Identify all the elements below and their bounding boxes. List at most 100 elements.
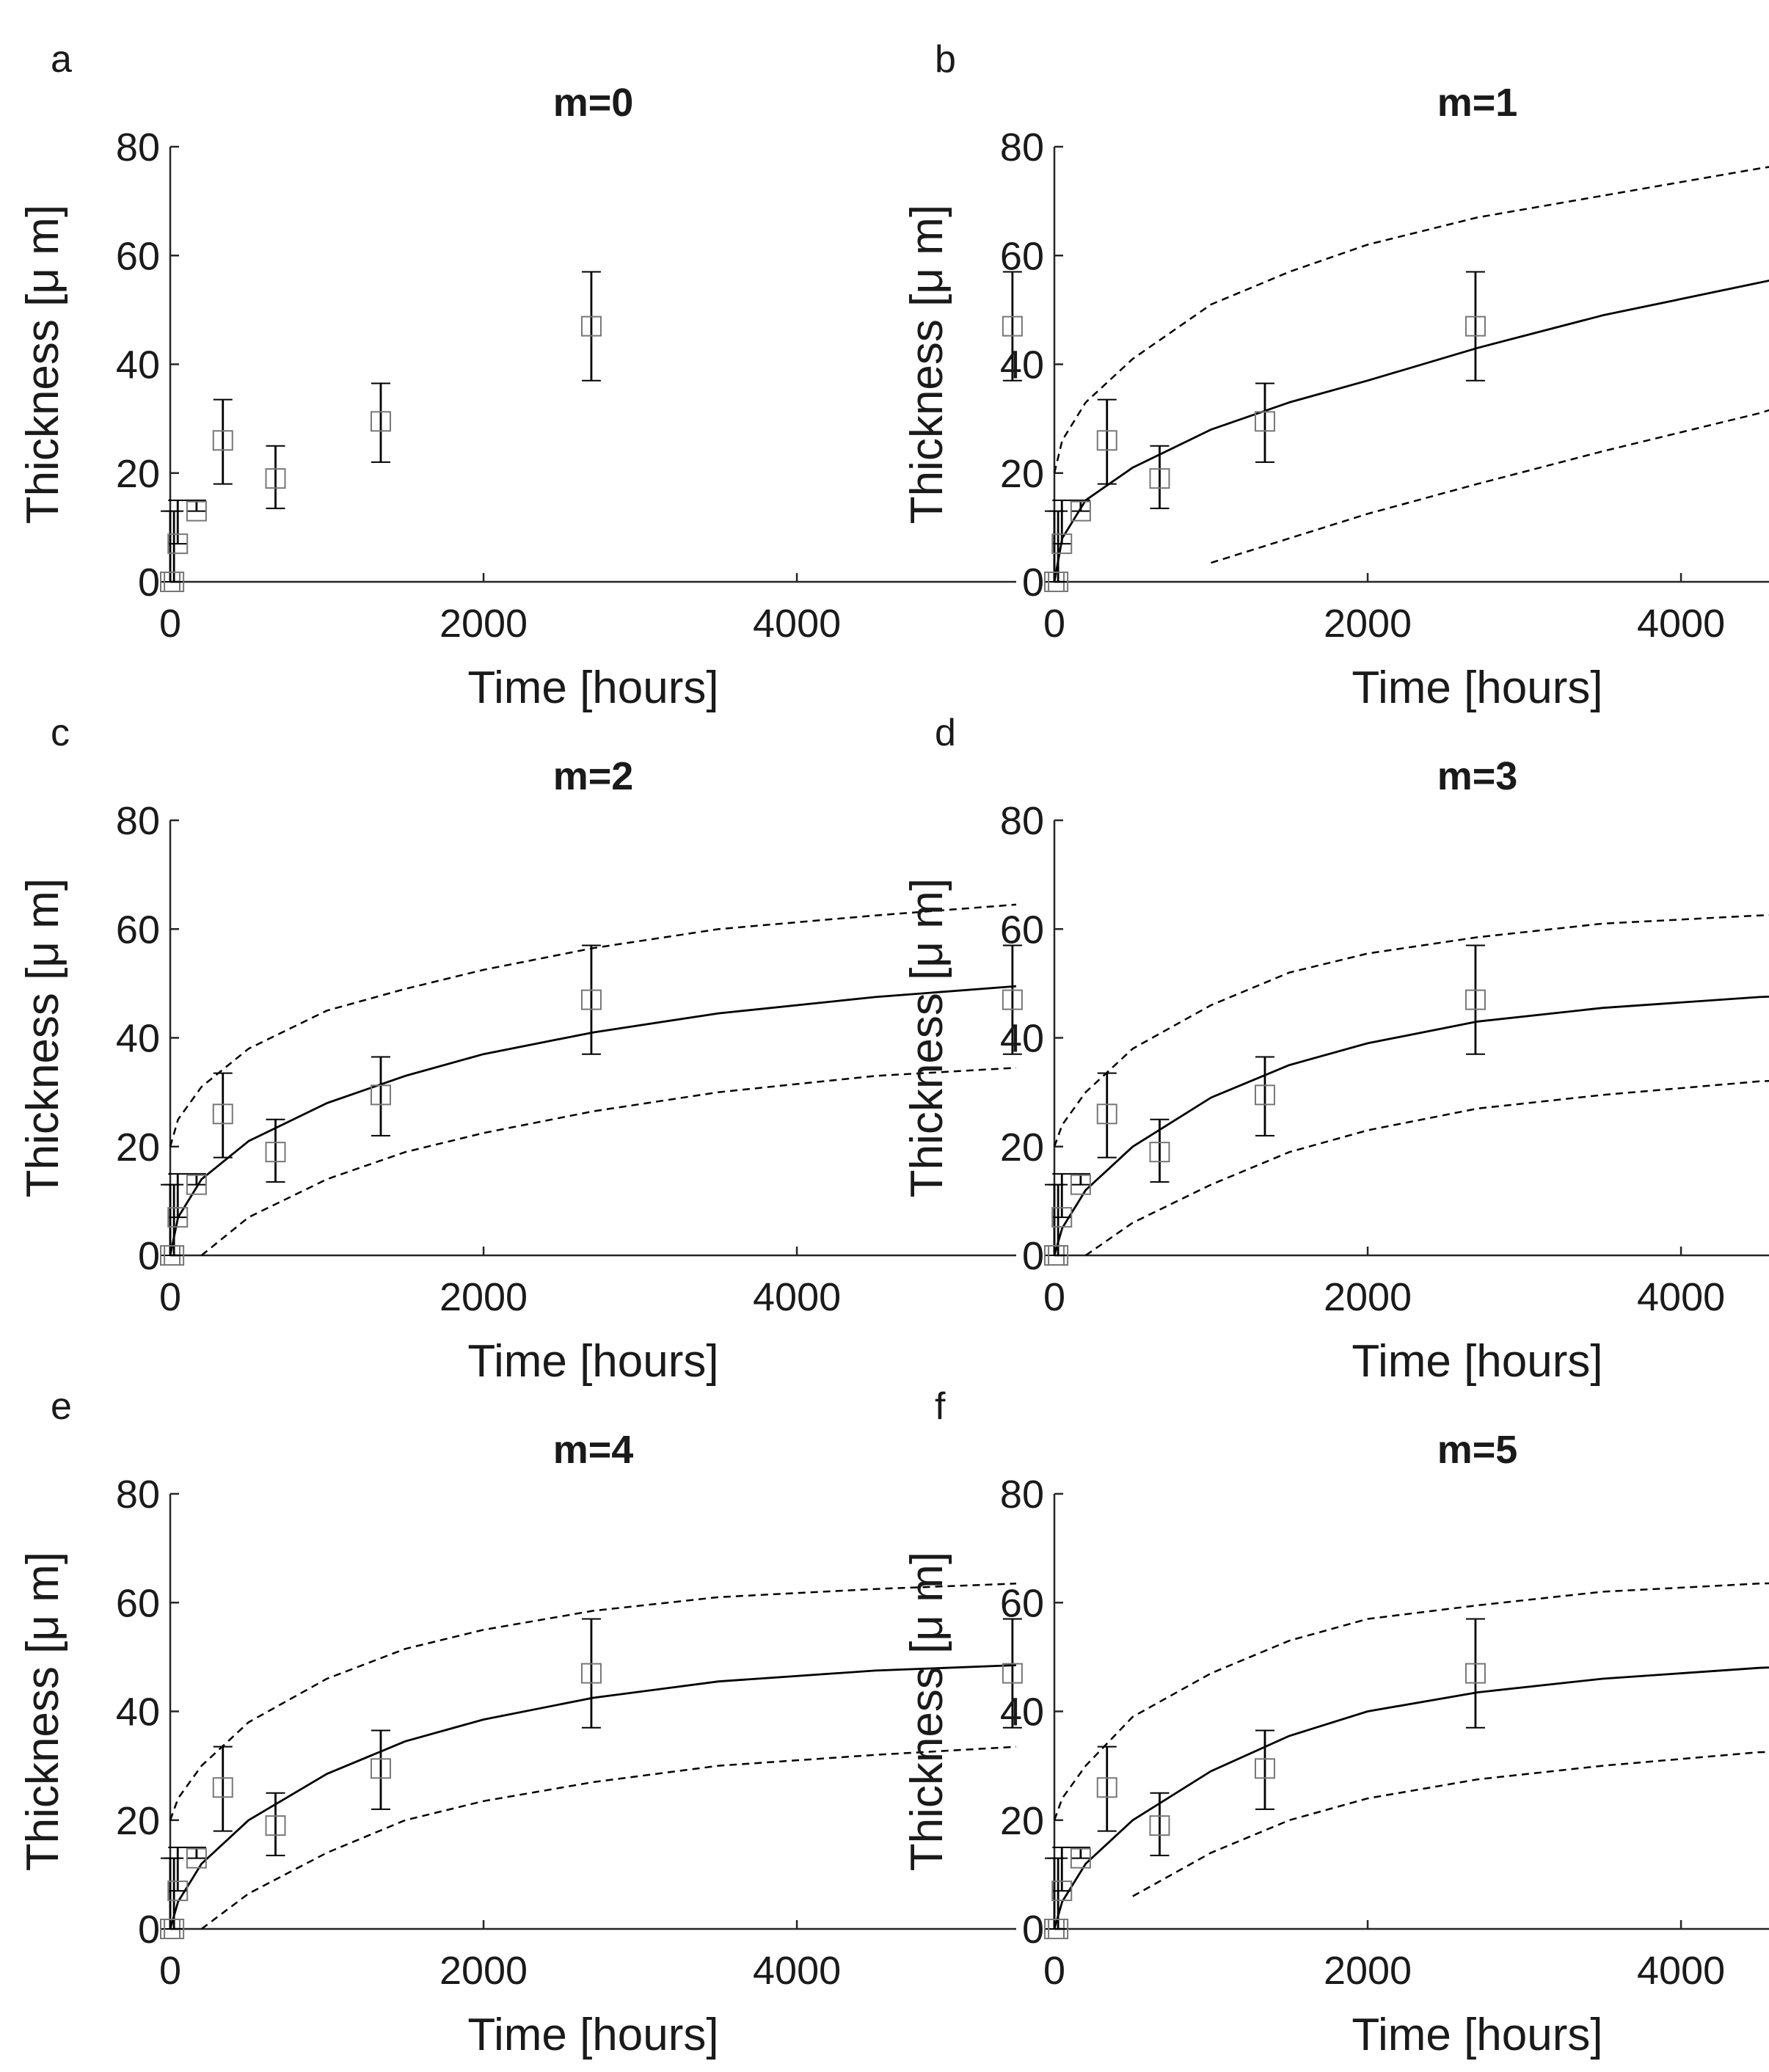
data-point-marker (1254, 1084, 1275, 1106)
y-tick-label: 60 (116, 234, 160, 278)
y-axis-label: Thickness [μ m] (18, 1552, 68, 1871)
y-axis-label: Thickness [μ m] (18, 878, 68, 1197)
fit-lower-bound-line (1211, 409, 1769, 564)
data-point-marker (1051, 533, 1073, 555)
data-point-marker (212, 430, 233, 451)
data-point-marker (164, 1919, 185, 1939)
y-tick-label: 20 (1000, 452, 1044, 496)
y-tick-label: 80 (116, 125, 160, 169)
panel-e: e m=4 0 20 40 60 80 0 2000 4000 Time [hours] Thickn… (18, 1385, 1023, 2060)
fit-mean-line (1053, 280, 1769, 583)
data-point-marker (370, 1758, 391, 1779)
y-tick-label: 20 (116, 452, 160, 496)
data-point-marker (1002, 989, 1023, 1010)
y-tick-label: 60 (1000, 908, 1044, 952)
fit-lower-bound-line (1132, 1751, 1769, 1897)
data-point-marker (167, 1207, 189, 1228)
data-point-marker (1048, 1245, 1069, 1266)
fit-upper-bound-line (169, 903, 1017, 1148)
data-point-marker (1096, 1777, 1117, 1798)
y-tick-label: 80 (1000, 1473, 1044, 1517)
fit-lower-bound-line (200, 1745, 1017, 1930)
y-tick-label: 20 (1000, 1126, 1044, 1170)
panel-b: b m=1 0 20 40 60 80 0 2000 4000 Time [hours] Thickn… (902, 38, 1769, 713)
data-point-marker (164, 572, 185, 592)
data-point-marker (1002, 1663, 1023, 1684)
y-tick-label: 80 (1000, 799, 1044, 843)
panel-letter: c (51, 712, 70, 754)
data-point-marker (1002, 315, 1023, 337)
y-tick-label: 0 (138, 1908, 160, 1952)
y-tick-label: 60 (1000, 234, 1044, 278)
data-point-marker (580, 989, 602, 1010)
x-tick-label: 0 (159, 602, 181, 646)
data-point-marker (1149, 468, 1170, 489)
y-tick-label: 80 (116, 799, 160, 843)
y-axis-label: Thickness [μ m] (902, 878, 952, 1197)
panel-f: f m=5 0 20 40 60 80 0 2000 4000 Time [hours] Thickn… (902, 1385, 1769, 2060)
fit-lower-bound-line (1084, 1080, 1769, 1257)
panel-c: c m=2 0 20 40 60 80 0 2000 4000 Time [hours] Thickn… (18, 712, 1023, 1387)
data-point-marker (1051, 1881, 1073, 1902)
y-tick-label: 40 (116, 1017, 160, 1061)
panel-letter: d (935, 712, 956, 754)
x-tick-label: 2000 (439, 1275, 528, 1319)
y-tick-label: 40 (116, 1690, 160, 1734)
data-point-marker (186, 500, 207, 522)
y-tick-label: 0 (138, 561, 160, 605)
data-point-marker (1096, 430, 1117, 451)
y-tick-label: 0 (1022, 1908, 1044, 1952)
y-tick-label: 20 (116, 1799, 160, 1843)
x-tick-label: 0 (1043, 1949, 1065, 1993)
data-point-marker (1070, 500, 1091, 522)
y-axis-label: Thickness [μ m] (902, 1552, 952, 1871)
data-point-marker (1149, 1815, 1170, 1836)
panel-d: d m=3 0 20 40 60 80 0 2000 4000 Time [hours] Thickn… (902, 712, 1769, 1387)
y-tick-label: 0 (1022, 1234, 1044, 1278)
x-tick-label: 4000 (1637, 602, 1725, 646)
y-tick-label: 60 (1000, 1581, 1044, 1625)
panel-title: m=3 (1437, 754, 1518, 798)
data-point-marker (1070, 1174, 1091, 1195)
data-point-marker (580, 1663, 602, 1684)
x-tick-label: 0 (1043, 602, 1065, 646)
data-point-marker (580, 315, 602, 337)
fit-mean-line (169, 1664, 1017, 1930)
x-tick-label: 4000 (753, 602, 841, 646)
x-tick-label: 4000 (1637, 1275, 1725, 1319)
data-point-marker (1048, 1919, 1069, 1939)
data-point-marker (1465, 1663, 1486, 1684)
data-point-marker (1465, 989, 1486, 1010)
x-tick-label: 2000 (1324, 602, 1412, 646)
panel-title: m=5 (1437, 1428, 1518, 1472)
y-tick-label: 20 (1000, 1799, 1044, 1843)
data-point-marker (186, 1174, 207, 1195)
x-tick-label: 2000 (1324, 1275, 1412, 1319)
y-tick-label: 40 (116, 343, 160, 387)
fit-mean-line (1053, 1666, 1769, 1930)
x-tick-label: 0 (1043, 1275, 1065, 1319)
fit-mean-line (169, 985, 1017, 1256)
data-point-marker (212, 1777, 233, 1798)
x-tick-label: 2000 (439, 1949, 528, 1993)
fit-upper-bound-line (1053, 913, 1769, 1148)
data-point-marker (1149, 1142, 1170, 1163)
data-point-marker (167, 1881, 189, 1902)
data-point-marker (1048, 572, 1069, 592)
panel-letter: e (51, 1385, 72, 1428)
x-tick-label: 4000 (753, 1949, 841, 1993)
panel-title: m=2 (553, 754, 634, 798)
y-axis-label: Thickness [μ m] (902, 205, 952, 524)
panel-letter: a (51, 38, 72, 81)
data-point-marker (265, 1142, 286, 1163)
fit-lower-bound-line (200, 1067, 1017, 1256)
x-axis-label: Time [hours] (1352, 663, 1602, 713)
y-tick-label: 80 (116, 1473, 160, 1517)
x-tick-label: 0 (159, 1275, 181, 1319)
y-tick-label: 60 (116, 1581, 160, 1625)
data-point-marker (265, 468, 286, 489)
data-point-marker (167, 533, 189, 555)
x-axis-label: Time [hours] (1352, 1336, 1602, 1387)
fit-upper-bound-line (169, 1583, 1017, 1821)
